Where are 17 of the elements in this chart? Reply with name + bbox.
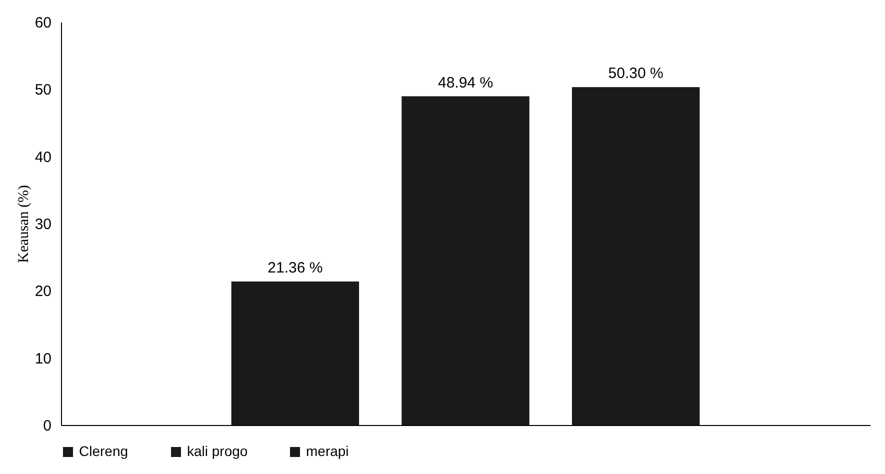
bar bbox=[402, 96, 530, 425]
legend-label: merapi bbox=[306, 443, 349, 459]
legend-label: Clereng bbox=[79, 443, 128, 459]
legend-label: kali progo bbox=[187, 443, 248, 459]
y-tick-label: 10 bbox=[34, 350, 52, 368]
y-tick-label: 40 bbox=[34, 148, 52, 166]
y-tick-label: 0 bbox=[43, 418, 52, 434]
bar bbox=[231, 282, 360, 425]
y-tick-label: 50 bbox=[34, 82, 52, 99]
y-tick-label: 20 bbox=[34, 283, 52, 300]
data-label: 48.94 % bbox=[438, 74, 494, 92]
y-axis-title: Keausan (%) bbox=[16, 185, 32, 263]
data-label: 21.36 % bbox=[268, 260, 323, 277]
y-tick-label: 60 bbox=[34, 14, 52, 32]
bar bbox=[572, 87, 700, 425]
data-label: 50.30 % bbox=[608, 65, 664, 82]
y-tick-label: 30 bbox=[34, 216, 52, 233]
